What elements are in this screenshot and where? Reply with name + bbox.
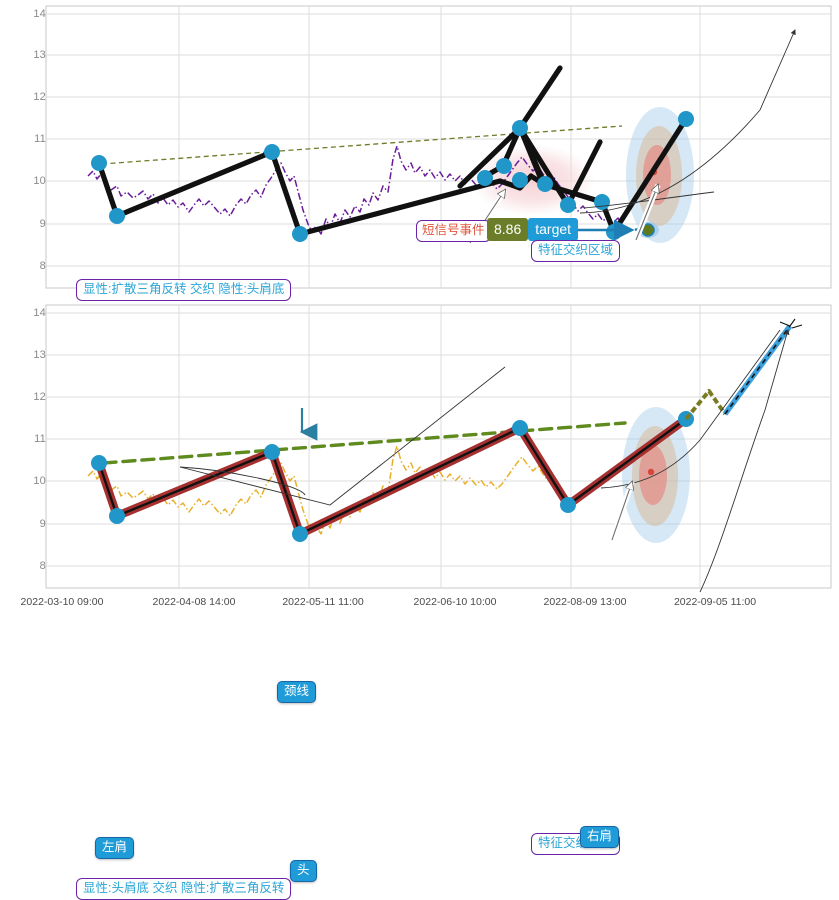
x-tick: 2022-09-05 11:00 xyxy=(673,596,757,608)
y-tick: 11 xyxy=(34,433,46,445)
top-price-series xyxy=(87,145,624,235)
y-tick: 10 xyxy=(33,175,46,187)
y-tick: 12 xyxy=(33,391,46,403)
top-grid xyxy=(45,5,832,289)
top-caption-chip[interactable]: 显性:扩散三角反转 交织 隐性:头肩底 xyxy=(76,279,292,301)
x-tick: 2022-06-10 10:00 xyxy=(413,596,497,608)
y-tick: 12 xyxy=(33,91,46,103)
bottom-price-series xyxy=(87,445,559,535)
top-interweave-chip[interactable]: 特征交织区域 xyxy=(531,240,621,262)
short-signal-event-chip[interactable]: 短信号事件 xyxy=(416,220,491,242)
x-tick: 2022-08-09 13:00 xyxy=(543,596,627,608)
y-tick: 14 xyxy=(33,307,46,319)
y-tick: 13 xyxy=(33,49,46,61)
bottom-plot-svg xyxy=(45,304,832,593)
top-trendline xyxy=(101,125,623,165)
bottom-chart-panel: 14 13 12 11 10 9 8 xyxy=(0,300,839,900)
y-tick: 9 xyxy=(39,518,46,530)
bottom-caption-chip[interactable]: 显性:头肩底 交织 隐性:扩散三角反转 xyxy=(76,878,292,900)
bottom-y-axis: 14 13 12 11 10 9 8 xyxy=(0,300,46,617)
y-tick: 8 xyxy=(39,260,46,272)
right-shoulder-chip[interactable]: 右肩 xyxy=(580,826,620,848)
y-tick: 9 xyxy=(39,218,46,230)
y-tick: 11 xyxy=(34,133,46,145)
neckline-chip[interactable]: 颈线 xyxy=(277,681,317,703)
bottom-forecast-path xyxy=(684,318,803,421)
y-tick: 8 xyxy=(39,560,46,572)
head-chip[interactable]: 头 xyxy=(290,860,317,882)
x-tick: 2022-04-08 14:00 xyxy=(152,596,236,608)
target-badge-group[interactable]: 8.86 target xyxy=(487,218,579,241)
top-plot-svg xyxy=(45,5,832,289)
left-shoulder-chip[interactable]: 左肩 xyxy=(95,837,135,859)
y-tick: 13 xyxy=(33,349,46,361)
target-value-badge[interactable]: 8.86 xyxy=(487,218,529,241)
x-tick: 2022-05-11 11:00 xyxy=(282,596,364,608)
bottom-grid xyxy=(45,304,832,589)
target-label-badge[interactable]: target xyxy=(528,218,579,241)
x-axis: 2022-03-10 09:00 2022-04-08 14:00 2022-0… xyxy=(0,594,839,617)
top-y-axis: 14 13 12 11 10 9 8 xyxy=(0,0,46,300)
top-chart-panel: 14 13 12 11 10 9 8 xyxy=(0,0,839,301)
bottom-trendline xyxy=(102,421,627,465)
x-tick: 2022-03-10 09:00 xyxy=(20,596,104,608)
y-tick: 10 xyxy=(33,475,46,487)
bottom-projection-curve xyxy=(179,329,790,593)
bottom-callout-arrow xyxy=(609,482,635,541)
y-tick: 14 xyxy=(33,8,46,20)
